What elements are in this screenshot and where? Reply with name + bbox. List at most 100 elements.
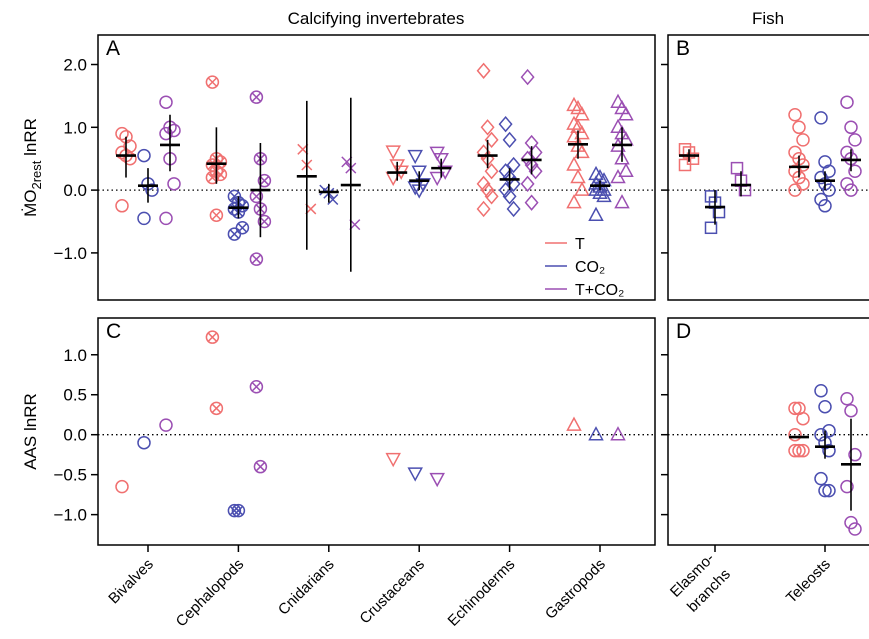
data-point — [614, 194, 630, 209]
data-point-part — [167, 177, 181, 191]
data-point-part — [115, 199, 129, 213]
data-point — [818, 483, 832, 498]
data-point — [818, 399, 832, 414]
data-point — [566, 194, 582, 209]
data-point-part — [840, 479, 854, 494]
data-point — [253, 459, 268, 474]
data-point-part — [566, 416, 582, 431]
y-label-main: ṀO — [21, 190, 40, 217]
data-point-part — [814, 427, 828, 442]
data-point-part — [848, 447, 862, 462]
data-point-part — [814, 383, 828, 398]
data-point-part — [788, 183, 802, 197]
data-point-part — [209, 208, 224, 222]
data-point-part — [123, 151, 137, 166]
y-axis-label: ṀO2rest lnRR — [21, 118, 44, 217]
data-point — [115, 126, 129, 141]
data-point-part — [840, 391, 854, 406]
data-point — [614, 150, 630, 165]
data-point-part — [249, 379, 264, 394]
data-point-part — [796, 443, 810, 458]
panel-label: D — [676, 320, 691, 343]
data-point — [385, 452, 401, 468]
data-point-part — [502, 188, 517, 205]
data-point-part — [566, 194, 582, 209]
data-point — [159, 95, 173, 109]
data-point-part — [818, 483, 832, 498]
data-point-part — [411, 165, 427, 180]
data-point-part — [848, 133, 862, 147]
panel-label: B — [676, 37, 690, 60]
data-point — [848, 164, 862, 179]
data-point-part — [429, 171, 445, 187]
data-point — [566, 156, 582, 171]
data-point — [596, 187, 612, 203]
data-point-part — [840, 95, 854, 109]
data-point-part — [205, 75, 220, 89]
data-point-part — [137, 435, 151, 450]
data-point-part — [796, 133, 810, 147]
data-point-part — [476, 175, 491, 192]
data-point — [796, 411, 810, 426]
data-point — [209, 401, 224, 416]
data-point-part — [259, 216, 269, 227]
data-point — [814, 111, 828, 125]
y-tick-label: 0.5 — [63, 386, 87, 405]
data-point — [484, 188, 499, 205]
data-point-part — [614, 99, 630, 115]
data-point — [524, 194, 539, 211]
data-point — [145, 183, 159, 197]
data-point — [822, 483, 836, 498]
data-point — [840, 479, 854, 494]
data-point-part — [848, 522, 862, 536]
panel-frame — [97, 34, 656, 301]
data-point-part — [588, 206, 604, 221]
data-point — [704, 221, 718, 235]
data-point-part — [229, 191, 239, 201]
data-point — [484, 131, 499, 149]
data-point-part — [476, 200, 491, 218]
data-point-part — [229, 229, 239, 239]
data-point-part — [844, 403, 858, 418]
data-point-part — [818, 399, 832, 414]
data-point — [796, 133, 810, 147]
data-point-part — [385, 145, 401, 160]
data-point-part — [506, 200, 521, 218]
data-point — [227, 227, 242, 241]
data-point-part — [822, 483, 836, 498]
data-point — [407, 149, 423, 165]
data-point-part — [588, 426, 604, 441]
data-point-part — [570, 99, 586, 115]
data-point-part — [730, 161, 744, 175]
data-point-part — [167, 123, 181, 138]
data-point — [840, 391, 854, 406]
data-point-part — [610, 168, 626, 184]
data-point-part — [792, 120, 806, 135]
x-tick-label: Echinoderms — [445, 556, 519, 630]
data-point-part — [253, 459, 268, 474]
legend-label: T+CO₂ — [575, 282, 624, 299]
panel-frame — [667, 34, 869, 301]
y-tick-label: −1.0 — [53, 506, 87, 525]
data-point — [610, 118, 626, 134]
data-point-part — [249, 90, 264, 104]
data-point — [209, 208, 224, 222]
data-point — [822, 423, 836, 438]
data-point — [167, 123, 181, 138]
data-point — [844, 120, 858, 135]
data-point-part — [848, 164, 862, 179]
data-point — [257, 214, 272, 229]
data-point — [115, 479, 129, 494]
data-point-part — [251, 191, 261, 201]
data-point — [618, 162, 634, 178]
legend-label: CO₂ — [575, 259, 605, 276]
data-point-part — [255, 462, 265, 472]
data-point — [818, 199, 832, 213]
data-point — [704, 190, 718, 203]
panel-frame — [97, 317, 656, 546]
data-point — [788, 108, 802, 122]
data-point — [814, 383, 828, 398]
data-point-part — [159, 211, 173, 226]
data-point-part — [385, 452, 401, 468]
